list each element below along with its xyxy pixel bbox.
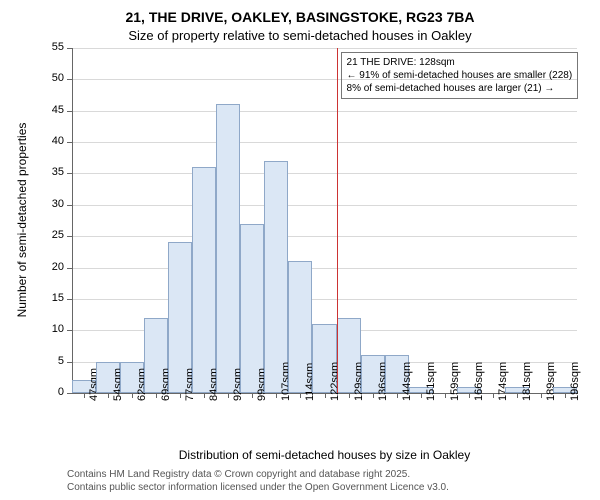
y-tick-label: 5 bbox=[42, 355, 64, 367]
x-tick bbox=[252, 393, 253, 398]
annotation-line2: 8% of semi-detached houses are larger (2… bbox=[347, 82, 573, 95]
y-tick bbox=[67, 236, 72, 237]
y-tick bbox=[67, 205, 72, 206]
y-tick bbox=[67, 79, 72, 80]
grid-line bbox=[72, 142, 577, 143]
x-tick-label: 174sqm bbox=[497, 362, 509, 401]
histogram-bar bbox=[264, 161, 288, 393]
y-tick-label: 15 bbox=[42, 292, 64, 304]
y-tick-label: 50 bbox=[42, 72, 64, 84]
grid-line bbox=[72, 173, 577, 174]
y-tick-label: 20 bbox=[42, 261, 64, 273]
x-tick bbox=[373, 393, 374, 398]
grid-line bbox=[72, 236, 577, 237]
grid-line bbox=[72, 299, 577, 300]
x-tick bbox=[156, 393, 157, 398]
y-tick bbox=[67, 142, 72, 143]
footer-line2: Contains public sector information licen… bbox=[67, 481, 449, 494]
x-tick bbox=[300, 393, 301, 398]
chart-title: 21, THE DRIVE, OAKLEY, BASINGSTOKE, RG23… bbox=[0, 0, 600, 26]
x-tick bbox=[397, 393, 398, 398]
x-tick bbox=[541, 393, 542, 398]
y-tick bbox=[67, 48, 72, 49]
y-tick bbox=[67, 111, 72, 112]
y-tick-label: 45 bbox=[42, 104, 64, 116]
x-tick bbox=[469, 393, 470, 398]
chart-container: { "title": "21, THE DRIVE, OAKLEY, BASIN… bbox=[0, 0, 600, 500]
x-tick-label: 181sqm bbox=[521, 362, 533, 401]
x-tick bbox=[421, 393, 422, 398]
chart-subtitle: Size of property relative to semi-detach… bbox=[0, 26, 600, 43]
x-tick bbox=[132, 393, 133, 398]
y-tick bbox=[67, 330, 72, 331]
x-axis-label: Distribution of semi-detached houses by … bbox=[165, 448, 485, 462]
x-tick bbox=[180, 393, 181, 398]
x-tick bbox=[325, 393, 326, 398]
grid-line bbox=[72, 48, 577, 49]
grid-line bbox=[72, 268, 577, 269]
y-tick-label: 25 bbox=[42, 229, 64, 241]
histogram-bar bbox=[216, 104, 240, 393]
x-tick bbox=[204, 393, 205, 398]
y-tick bbox=[67, 268, 72, 269]
x-tick bbox=[445, 393, 446, 398]
y-tick bbox=[67, 393, 72, 394]
annotation-title: 21 THE DRIVE: 128sqm bbox=[347, 56, 573, 69]
x-tick bbox=[228, 393, 229, 398]
y-tick-label: 30 bbox=[42, 198, 64, 210]
x-tick bbox=[565, 393, 566, 398]
x-tick-label: 159sqm bbox=[449, 362, 461, 401]
footer-line1: Contains HM Land Registry data © Crown c… bbox=[67, 468, 449, 481]
x-tick-label: 166sqm bbox=[473, 362, 485, 401]
histogram-bar bbox=[192, 167, 216, 393]
x-tick-label: 196sqm bbox=[569, 362, 581, 401]
y-tick-label: 0 bbox=[42, 386, 64, 398]
x-tick bbox=[349, 393, 350, 398]
x-tick bbox=[493, 393, 494, 398]
y-axis-label: Number of semi-detached properties bbox=[15, 110, 29, 330]
grid-line bbox=[72, 205, 577, 206]
x-tick-label: 189sqm bbox=[545, 362, 557, 401]
y-tick bbox=[67, 299, 72, 300]
y-tick-label: 35 bbox=[42, 166, 64, 178]
marker-annotation: 21 THE DRIVE: 128sqm ← 91% of semi-detac… bbox=[341, 52, 579, 99]
marker-line bbox=[337, 48, 339, 393]
y-tick bbox=[67, 362, 72, 363]
x-tick bbox=[517, 393, 518, 398]
grid-line bbox=[72, 111, 577, 112]
y-tick-label: 55 bbox=[42, 41, 64, 53]
x-tick-label: 144sqm bbox=[401, 362, 413, 401]
footer-attribution: Contains HM Land Registry data © Crown c… bbox=[67, 468, 449, 494]
y-tick-label: 10 bbox=[42, 323, 64, 335]
x-tick-label: 151sqm bbox=[425, 362, 437, 401]
y-tick bbox=[67, 173, 72, 174]
grid-line bbox=[72, 79, 577, 80]
x-tick bbox=[108, 393, 109, 398]
y-tick-label: 40 bbox=[42, 135, 64, 147]
x-tick bbox=[84, 393, 85, 398]
x-tick bbox=[276, 393, 277, 398]
